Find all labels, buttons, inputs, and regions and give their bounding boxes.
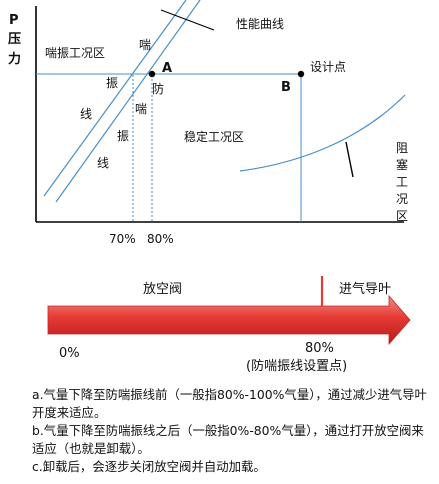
- scale-left-value: 0%: [59, 346, 80, 361]
- anti-surge-char-2: 喘: [135, 102, 147, 116]
- choke-curve: [239, 94, 406, 172]
- x-tick-70: 70%: [109, 232, 136, 246]
- performance-curve-mark: [160, 9, 215, 31]
- surge-zone-label: 喘振工况区: [45, 46, 105, 60]
- scale-right-label: 进气导叶: [339, 281, 391, 297]
- surge-line-char-1: 振: [106, 76, 118, 90]
- anti-surge-char-3: 振: [117, 129, 129, 143]
- red-arrow: [47, 294, 411, 346]
- point-b-dot: [297, 70, 305, 78]
- note-b: b.气量下降至防喘振线之后（一般指0%-80%气量），通过打开放空阀来适应（也就…: [32, 423, 424, 456]
- y-axis-pressure-2: 力: [8, 51, 21, 67]
- scale-left-label: 放空阀: [143, 282, 182, 297]
- stable-zone-label: 稳定工况区: [184, 129, 244, 144]
- surge-line-char-2: 线: [80, 107, 92, 121]
- performance-curve-label: 性能曲线: [236, 17, 284, 31]
- note-a: a.气量下降至防喘振线前（一般指80%-100%气量），通过减少进气导叶开度来适…: [32, 387, 427, 420]
- choke-char-3: 工: [396, 175, 408, 189]
- y-axis-pressure-1: 压: [8, 32, 21, 47]
- surge-vertical-char: 喘: [139, 38, 151, 52]
- anti-surge-line: [55, 0, 201, 203]
- surge-line: [43, 0, 187, 197]
- scale-marker-value: 80%: [305, 341, 334, 356]
- point-a-label: A: [162, 61, 172, 76]
- point-b-label: B: [281, 80, 291, 95]
- scale-marker-note: (防喘振线设置点): [246, 358, 347, 374]
- choke-mark: [345, 141, 354, 178]
- x-tick-80: 80%: [147, 232, 174, 246]
- choke-char-5: 区: [396, 209, 408, 223]
- choke-char-1: 阻: [396, 141, 408, 155]
- design-point-label: 设计点: [310, 60, 346, 74]
- notes-block: a.气量下降至防喘振线前（一般指80%-100%气量），通过减少进气导叶开度来适…: [32, 386, 432, 476]
- choke-char-2: 塞: [396, 157, 408, 172]
- anti-surge-char-1: 防: [152, 81, 164, 96]
- point-a-dot: [148, 70, 156, 78]
- anti-surge-char-4: 线: [97, 156, 109, 170]
- note-c: c.卸载后，会逐步关闭放空阀并自动加载。: [32, 459, 266, 474]
- y-axis-p: P: [9, 13, 19, 28]
- choke-char-4: 况: [396, 192, 408, 206]
